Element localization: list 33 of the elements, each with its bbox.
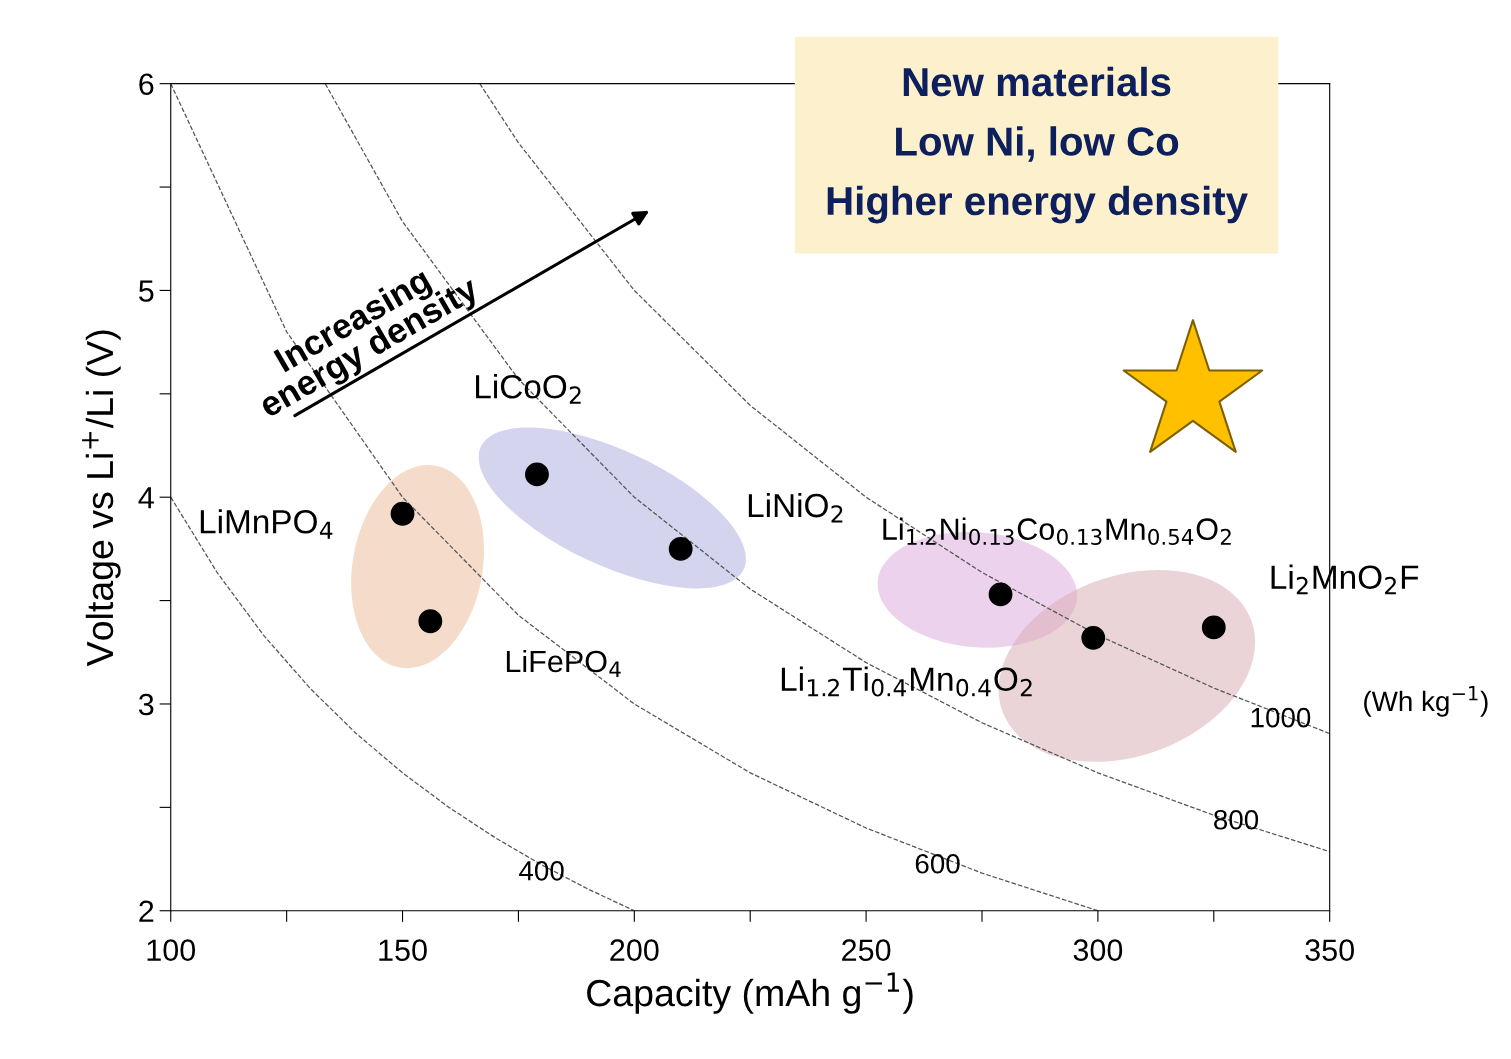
point [390, 501, 415, 526]
point [668, 537, 693, 561]
x-tick-label: 300 [1073, 939, 1123, 961]
annotation: LiNiO$_{2}$ [748, 492, 843, 523]
text: (Wh kg$^{−1}$) [1364, 686, 1488, 717]
point [418, 609, 443, 634]
annotation: 800 [1214, 809, 1259, 830]
x-axis-title: Capacity (mAh g$^{−1}$) [587, 972, 913, 1014]
annotation: LiMnPO$_{4}$ [200, 509, 333, 539]
annotation: 600 [915, 853, 960, 874]
y-tick-label: 5 [139, 280, 154, 302]
annotation: Li$_{1.2}$Ti$_{0.4}$Mn$_{0.4}$O$_{2}$ [781, 666, 1032, 697]
point [1081, 625, 1106, 650]
y-tick-label: 4 [138, 487, 154, 509]
x-tick-label: 350 [1305, 939, 1354, 961]
y-tick-label: 2 [139, 900, 154, 922]
annotation: New materials Low Ni, low Co Higher energy density [827, 66, 1248, 224]
x-tick-label: 250 [842, 939, 891, 961]
annotation: 400 [519, 860, 564, 881]
x-tick-label: 150 [379, 939, 427, 961]
annotation: 1000 [1251, 707, 1311, 728]
point [525, 462, 549, 487]
y-tick-label: 3 [138, 693, 154, 716]
annotation: LiCoO$_{2}$ [476, 374, 581, 404]
text: Li$_{1.2}$Ni$_{0.13}$Co$_{0.13}$Mn$_{0.54}$O$_{2}$ [883, 517, 1231, 545]
point [1201, 615, 1226, 640]
annotation: LiFePO$_{4}$ [506, 649, 621, 678]
y-axis-title: Voltage vs Li$^{+}$/Li (V) [82, 330, 121, 667]
point [988, 582, 1013, 607]
x-tick-label: 100 [147, 939, 196, 961]
line-series [170, 496, 635, 911]
y-tick-label: 6 [139, 73, 154, 96]
x-tick-label: 200 [610, 939, 659, 961]
